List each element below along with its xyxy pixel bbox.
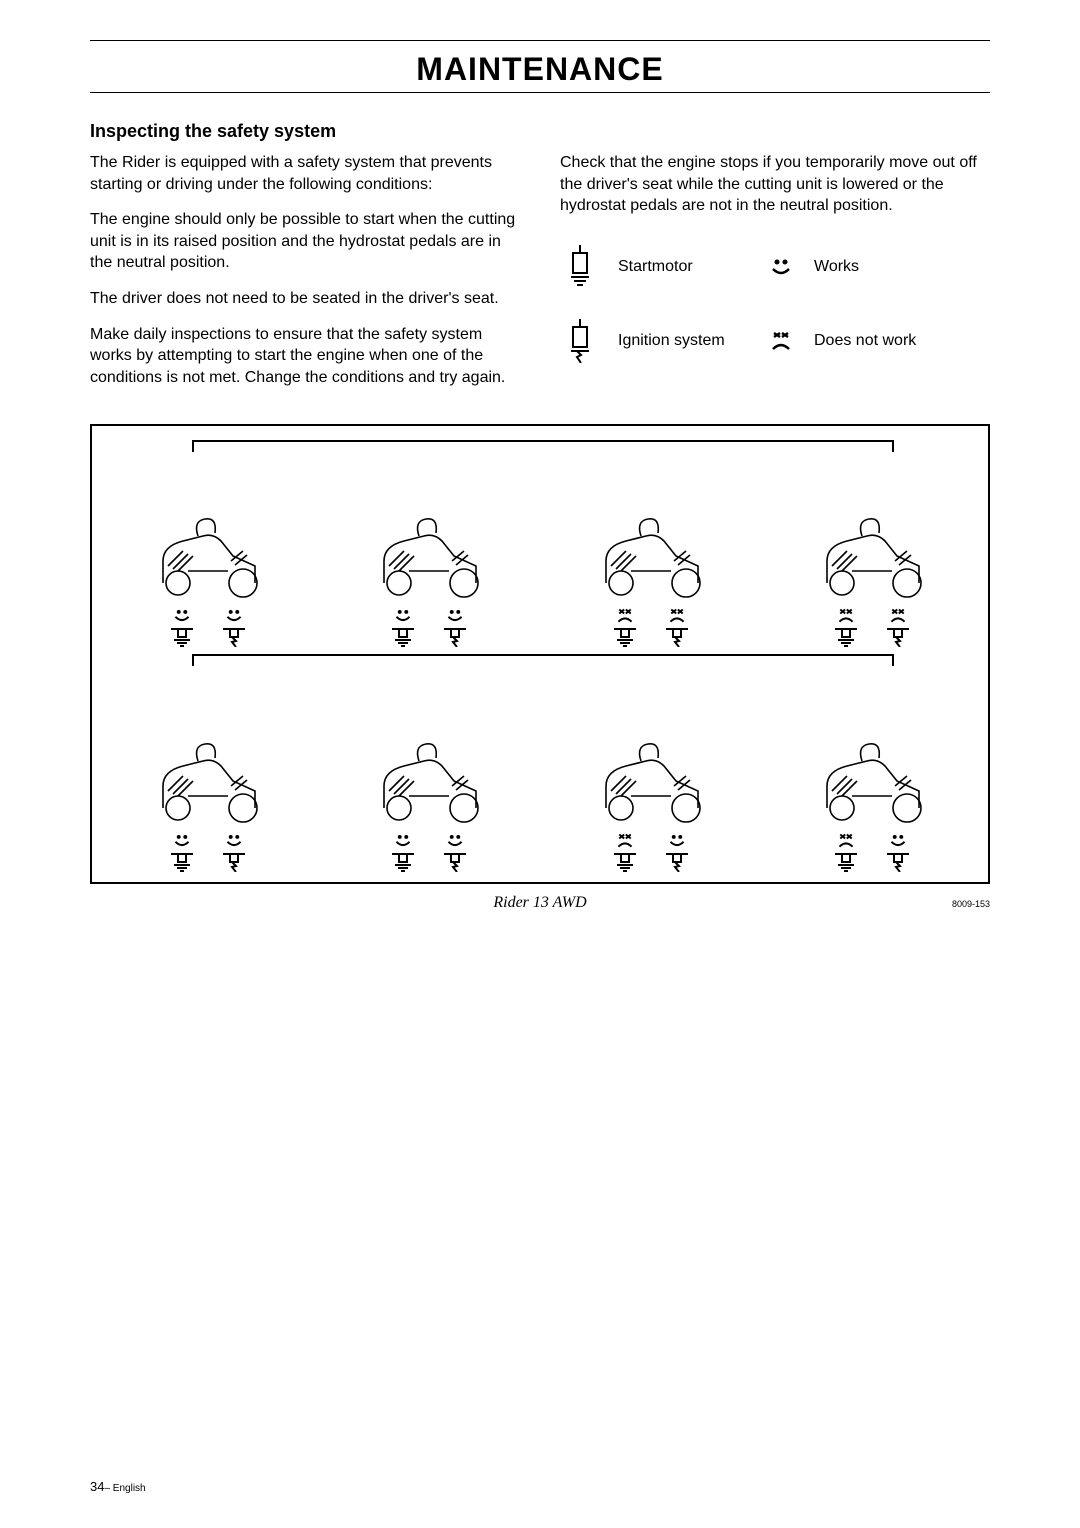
para: The Rider is equipped with a safety syst… [90, 152, 520, 195]
indicator [169, 607, 195, 647]
connector [192, 440, 892, 442]
diagram-cell [108, 440, 308, 647]
indicator [885, 607, 911, 647]
legend: Startmotor Works [560, 245, 990, 363]
top-rule [90, 40, 990, 41]
indicator [390, 832, 416, 872]
connector [892, 654, 894, 666]
indicator [169, 832, 195, 872]
happy-face-icon [766, 255, 796, 279]
diagram-cell [773, 440, 973, 647]
diagram-cell [773, 665, 973, 872]
indicator [885, 832, 911, 872]
legend-status: Does not work [814, 330, 916, 352]
caption-row: Rider 13 AWD 8009-153 [90, 894, 990, 912]
page-title: MAINTENANCE [416, 47, 663, 92]
connector [192, 654, 892, 656]
indicator [442, 832, 468, 872]
indicator [833, 832, 859, 872]
safety-test-diagram [90, 424, 990, 884]
ignition-icon [560, 319, 600, 363]
para: Make daily inspections to ensure that th… [90, 324, 520, 389]
indicator [390, 607, 416, 647]
page-lang: – English [104, 1483, 145, 1494]
connector [192, 440, 194, 452]
para: Check that the engine stops if you tempo… [560, 152, 990, 217]
legend-label: Ignition system [618, 330, 748, 352]
indicator [664, 607, 690, 647]
legend-row: Startmotor Works [560, 245, 990, 289]
title-underline [90, 92, 990, 93]
diagram-caption: Rider 13 AWD [493, 894, 586, 912]
sad-face-icon [766, 329, 796, 353]
diagram-cell [108, 665, 308, 872]
indicator [221, 832, 247, 872]
diagram-cell [330, 665, 530, 872]
diagram-cell [551, 440, 751, 647]
left-column: The Rider is equipped with a safety syst… [90, 152, 520, 402]
legend-row: Ignition system Does not work [560, 319, 990, 363]
legend-status: Works [814, 256, 859, 278]
indicator [612, 832, 638, 872]
page-footer: 34– English [90, 1479, 146, 1494]
diagram-cell [551, 665, 751, 872]
connector [892, 440, 894, 452]
startmotor-icon [560, 245, 600, 289]
para: The engine should only be possible to st… [90, 209, 520, 274]
legend-label: Startmotor [618, 256, 748, 278]
para: The driver does not need to be seated in… [90, 288, 520, 310]
diagram-cell [330, 440, 530, 647]
connector [192, 654, 194, 666]
indicator [221, 607, 247, 647]
right-column: Check that the engine stops if you tempo… [560, 152, 990, 402]
figure-ref: 8009-153 [952, 899, 990, 909]
indicator [442, 607, 468, 647]
section-subtitle: Inspecting the safety system [90, 121, 990, 142]
indicator [833, 607, 859, 647]
indicator [664, 832, 690, 872]
indicator [612, 607, 638, 647]
page-number: 34 [90, 1479, 104, 1494]
body-columns: The Rider is equipped with a safety syst… [90, 152, 990, 402]
